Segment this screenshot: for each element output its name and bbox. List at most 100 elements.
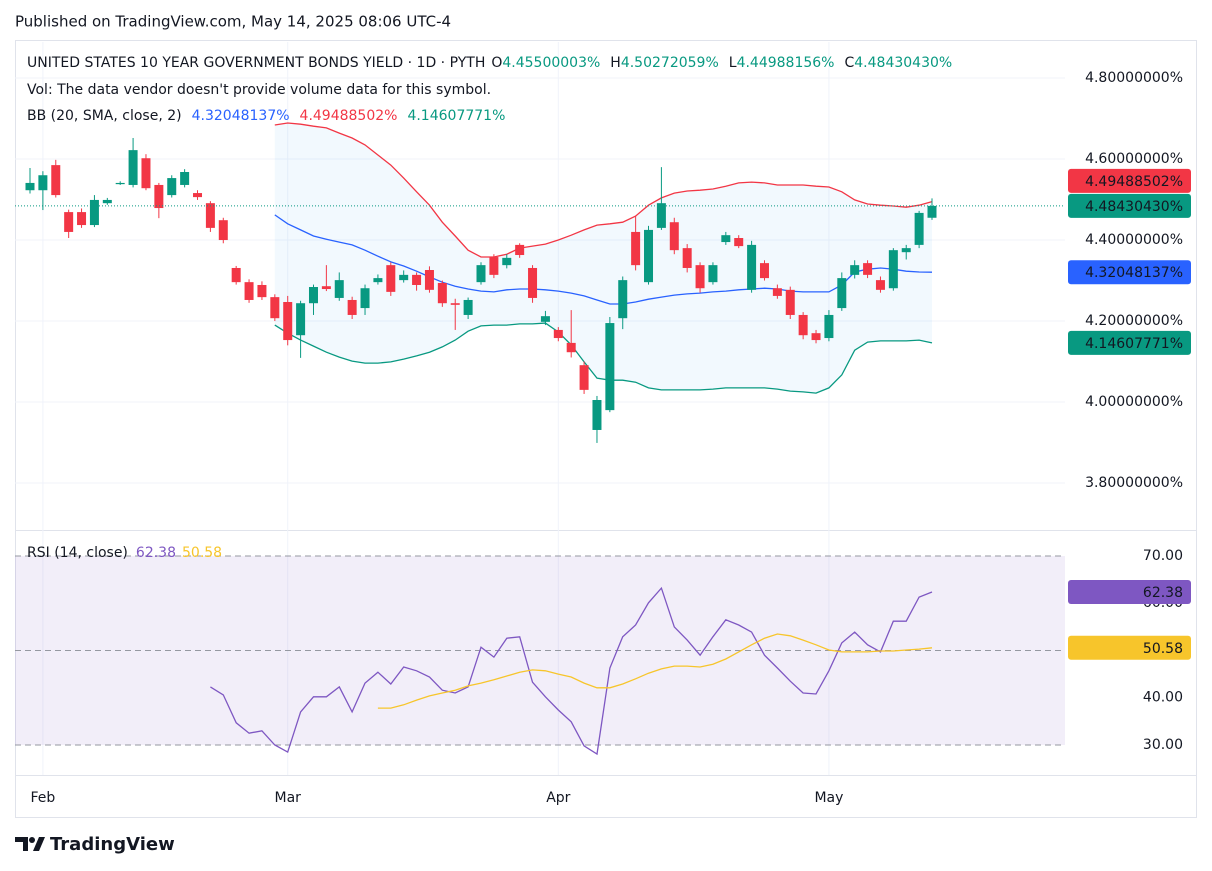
candle-body: [321, 286, 331, 290]
candle-body: [399, 274, 409, 281]
rsi-title: RSI (14, close): [27, 545, 128, 561]
candle-body: [283, 301, 293, 341]
candle-body: [218, 220, 228, 241]
candle-body: [476, 265, 486, 283]
volume-note: Vol: The data vendor doesn't provide vol…: [27, 82, 491, 98]
candle-body: [102, 199, 112, 204]
candle-body: [579, 365, 589, 390]
ohlc-value: 4.44988156%: [737, 55, 835, 71]
candle-body: [463, 299, 473, 315]
candle-body: [437, 282, 447, 304]
price-badge: [1068, 579, 1191, 604]
y-tick-label: 70.00: [1143, 548, 1183, 564]
candle-body: [154, 184, 164, 209]
candle-body: [308, 287, 318, 304]
candle-body: [759, 263, 769, 279]
symbol-title: UNITED STATES 10 YEAR GOVERNMENT BONDS Y…: [27, 55, 485, 71]
bb-value: 4.32048137%: [192, 108, 290, 124]
rsi-legend: RSI (14, close) 62.38 50.58: [27, 545, 222, 561]
candle-body: [863, 263, 873, 275]
candle-body: [631, 231, 641, 266]
rsi-legend-value: 62.38: [136, 545, 176, 561]
candle-body: [540, 316, 550, 322]
candle-body: [850, 265, 860, 275]
bollinger-lower: [274, 322, 933, 394]
candle-body: [553, 329, 563, 339]
candle-body: [502, 257, 512, 266]
candle-body: [605, 323, 615, 411]
candle-body: [424, 270, 434, 290]
rsi-line: [210, 586, 933, 756]
candle-body: [244, 282, 254, 300]
bb-value: 4.49488502%: [300, 108, 398, 124]
bollinger-fill: [274, 122, 932, 394]
price-badge: [1068, 330, 1191, 355]
candle-body: [644, 229, 654, 283]
price-badge-label: 50.58: [1143, 641, 1183, 657]
ohlc-key: L: [729, 55, 737, 71]
candle-body: [682, 248, 692, 268]
candle-body: [489, 257, 499, 275]
price-badge: [1068, 260, 1191, 285]
price-badge-label: 4.48430430%: [1085, 199, 1183, 215]
price-badge: [1068, 193, 1191, 218]
candle-body: [721, 235, 731, 243]
candle-body: [334, 280, 344, 298]
x-tick-label: Feb: [30, 790, 55, 806]
candle-body: [25, 182, 35, 191]
y-tick-label: 4.40000000%: [1085, 232, 1183, 248]
price-badge-label: 4.49488502%: [1085, 174, 1183, 190]
candle-body: [412, 274, 422, 285]
candle-body: [914, 212, 924, 245]
candle-body: [528, 267, 538, 298]
ohlc-key: C: [844, 55, 854, 71]
ohlc-value: 4.50272059%: [621, 55, 719, 71]
candle-body: [128, 150, 138, 185]
y-tick-label: 40.00: [1143, 690, 1183, 706]
candle-body: [51, 165, 61, 196]
candle-body: [193, 193, 203, 198]
candle-body: [798, 314, 808, 336]
candle-body: [205, 203, 215, 228]
bb-label: BB (20, SMA, close, 2): [27, 108, 182, 124]
y-tick-label: 4.00000000%: [1085, 394, 1183, 410]
x-tick-label: May: [814, 790, 843, 806]
x-tick-label: Mar: [275, 790, 302, 806]
candle-body: [656, 203, 666, 228]
y-tick-label: 4.60000000%: [1085, 151, 1183, 167]
candle-body: [77, 212, 87, 226]
candle-body: [360, 288, 370, 309]
candle-body: [824, 314, 834, 339]
candle-body: [450, 303, 460, 305]
rsi-legend-value: 50.58: [182, 545, 222, 561]
candle-body: [257, 284, 267, 298]
price-badge-label: 4.32048137%: [1085, 265, 1183, 281]
candle-body: [592, 400, 602, 430]
ohlc-value: 4.45500003%: [502, 55, 600, 71]
candle-body: [811, 333, 821, 341]
y-tick-label: 4.20000000%: [1085, 313, 1183, 329]
candle-body: [901, 248, 911, 253]
y-tick-label: 3.80000000%: [1085, 475, 1183, 491]
y-tick-label: 30.00: [1143, 737, 1183, 753]
candle-body: [180, 171, 190, 185]
legend-title: UNITED STATES 10 YEAR GOVERNMENT BONDS Y…: [27, 55, 952, 71]
logo-icon: [15, 837, 45, 851]
candle-body: [875, 280, 885, 290]
footer-logo-text: TradingView: [50, 834, 175, 855]
candle-body: [231, 267, 241, 283]
bb-value: 4.14607771%: [407, 108, 505, 124]
candle-body: [837, 278, 847, 309]
bollinger-basis: [274, 214, 933, 305]
price-badge-label: 62.38: [1143, 585, 1183, 601]
candle-body: [734, 238, 744, 247]
candle-body: [708, 265, 718, 283]
candle-body: [785, 289, 795, 315]
candle-body: [566, 342, 576, 353]
candle-body: [515, 244, 525, 256]
price-badge: [1068, 635, 1191, 660]
candle-body: [373, 278, 383, 283]
chart-frame: [15, 40, 1197, 818]
candle-body: [772, 288, 782, 296]
